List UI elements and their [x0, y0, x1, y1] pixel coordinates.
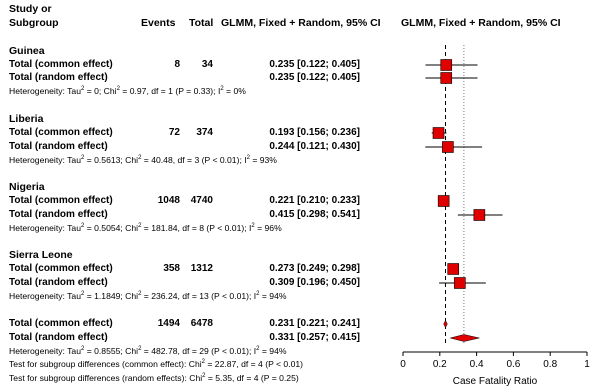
heterogeneity-text: Heterogeneity: Tau2 = 1.1849; Chi2 = 236… — [9, 291, 287, 301]
estimate-square — [454, 277, 466, 289]
subgroup-test-random: Test for subgroup differences (random ef… — [9, 373, 299, 383]
group-name-sierra-leone: Sierra Leone — [9, 249, 73, 261]
x-tick-label: 0.2 — [433, 359, 447, 370]
ci-random: 0.415 [0.298; 0.541] — [269, 209, 360, 220]
total-value: 374 — [196, 127, 213, 138]
subgroup-header: Subgroup — [9, 17, 59, 29]
total-value: 34 — [201, 59, 213, 70]
ci-random: 0.309 [0.196; 0.450] — [269, 277, 360, 288]
events-value: 358 — [163, 263, 180, 274]
estimate-square — [432, 127, 445, 139]
group-name-nigeria: Nigeria — [9, 181, 45, 193]
x-tick-label: 1 — [584, 359, 590, 370]
estimate-square — [447, 263, 460, 275]
estimate-square — [442, 141, 454, 153]
estimate-square — [473, 209, 486, 221]
ci-header: GLMM, Fixed + Random, 95% CI — [221, 17, 381, 29]
row-label-common: Total (common effect) — [9, 127, 113, 138]
heterogeneity-text: Heterogeneity: Tau2 = 0.5613; Chi2 = 40.… — [9, 155, 277, 165]
total-value: 4740 — [190, 195, 213, 206]
group-name-guinea: Guinea — [9, 45, 45, 57]
row-label-random: Total (random effect) — [9, 277, 108, 288]
overall-ci-common: 0.231 [0.221; 0.241] — [269, 318, 360, 329]
estimate-square — [437, 195, 450, 207]
ci-common: 0.235 [0.122; 0.405] — [269, 59, 360, 70]
overall-diamond — [443, 319, 448, 329]
x-tick-label: 0.6 — [506, 359, 520, 370]
total-value: 1312 — [190, 263, 213, 274]
estimate-square — [440, 59, 453, 71]
overall-label-common: Total (common effect) — [9, 318, 113, 329]
ci-common: 0.273 [0.249; 0.298] — [269, 263, 360, 274]
total-header: Total — [189, 17, 214, 29]
subgroup-test-common: Test for subgroup differences (common ef… — [9, 359, 304, 369]
row-label-random: Total (random effect) — [9, 141, 108, 152]
x-tick-label: 0 — [400, 359, 406, 370]
events-value: 1048 — [157, 195, 180, 206]
row-label-random: Total (random effect) — [9, 209, 108, 220]
events-value: 72 — [168, 127, 180, 138]
events-value: 8 — [174, 59, 180, 70]
overall-label-random: Total (random effect) — [9, 332, 108, 343]
row-label-common: Total (common effect) — [9, 195, 113, 206]
heterogeneity-text: Heterogeneity: Tau2 = 0.5054; Chi2 = 181… — [9, 223, 282, 233]
study-header: Study or — [9, 3, 52, 15]
estimate-square — [440, 72, 453, 84]
overall-total: 6478 — [190, 318, 213, 329]
x-axis-label: Case Fatality Ratio — [453, 376, 538, 387]
ci-random: 0.244 [0.121; 0.430] — [269, 141, 360, 152]
row-label-common: Total (common effect) — [9, 59, 113, 70]
events-header: Events — [141, 17, 176, 29]
group-name-liberia: Liberia — [9, 113, 44, 125]
ci-random: 0.235 [0.122; 0.405] — [269, 72, 360, 83]
x-tick-label: 0.4 — [470, 359, 484, 370]
heterogeneity-text: Heterogeneity: Tau2 = 0; Chi2 = 0.97, df… — [9, 86, 246, 96]
overall-diamond — [450, 334, 480, 342]
ci-common: 0.193 [0.156; 0.236] — [269, 127, 360, 138]
overall-heterogeneity: Heterogeneity: Tau2 = 0.8555; Chi2 = 482… — [9, 346, 287, 356]
overall-ci-random: 0.331 [0.257; 0.415] — [269, 332, 360, 343]
overall-events: 1494 — [157, 318, 180, 329]
ci-common: 0.221 [0.210; 0.233] — [269, 195, 360, 206]
x-tick-label: 0.8 — [543, 359, 557, 370]
plot-header: GLMM, Fixed + Random, 95% CI — [401, 17, 561, 29]
row-label-random: Total (random effect) — [9, 72, 108, 83]
row-label-common: Total (common effect) — [9, 263, 113, 274]
